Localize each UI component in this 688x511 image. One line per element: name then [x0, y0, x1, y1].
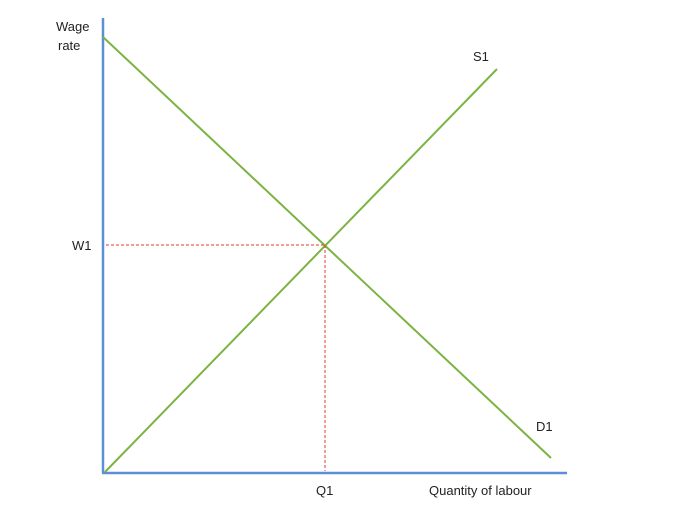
demand-curve-label: D1	[536, 419, 553, 434]
supply-curve-label: S1	[473, 49, 489, 64]
demand-curve	[102, 36, 552, 459]
y-axis-label-line2: rate	[58, 38, 80, 53]
equilibrium-wage-label: W1	[72, 238, 92, 253]
x-axis-label: Quantity of labour	[429, 483, 532, 498]
equilibrium-quantity-label: Q1	[316, 483, 333, 498]
supply-curve	[104, 68, 498, 473]
y-axis-label-line1: Wage	[56, 19, 89, 34]
